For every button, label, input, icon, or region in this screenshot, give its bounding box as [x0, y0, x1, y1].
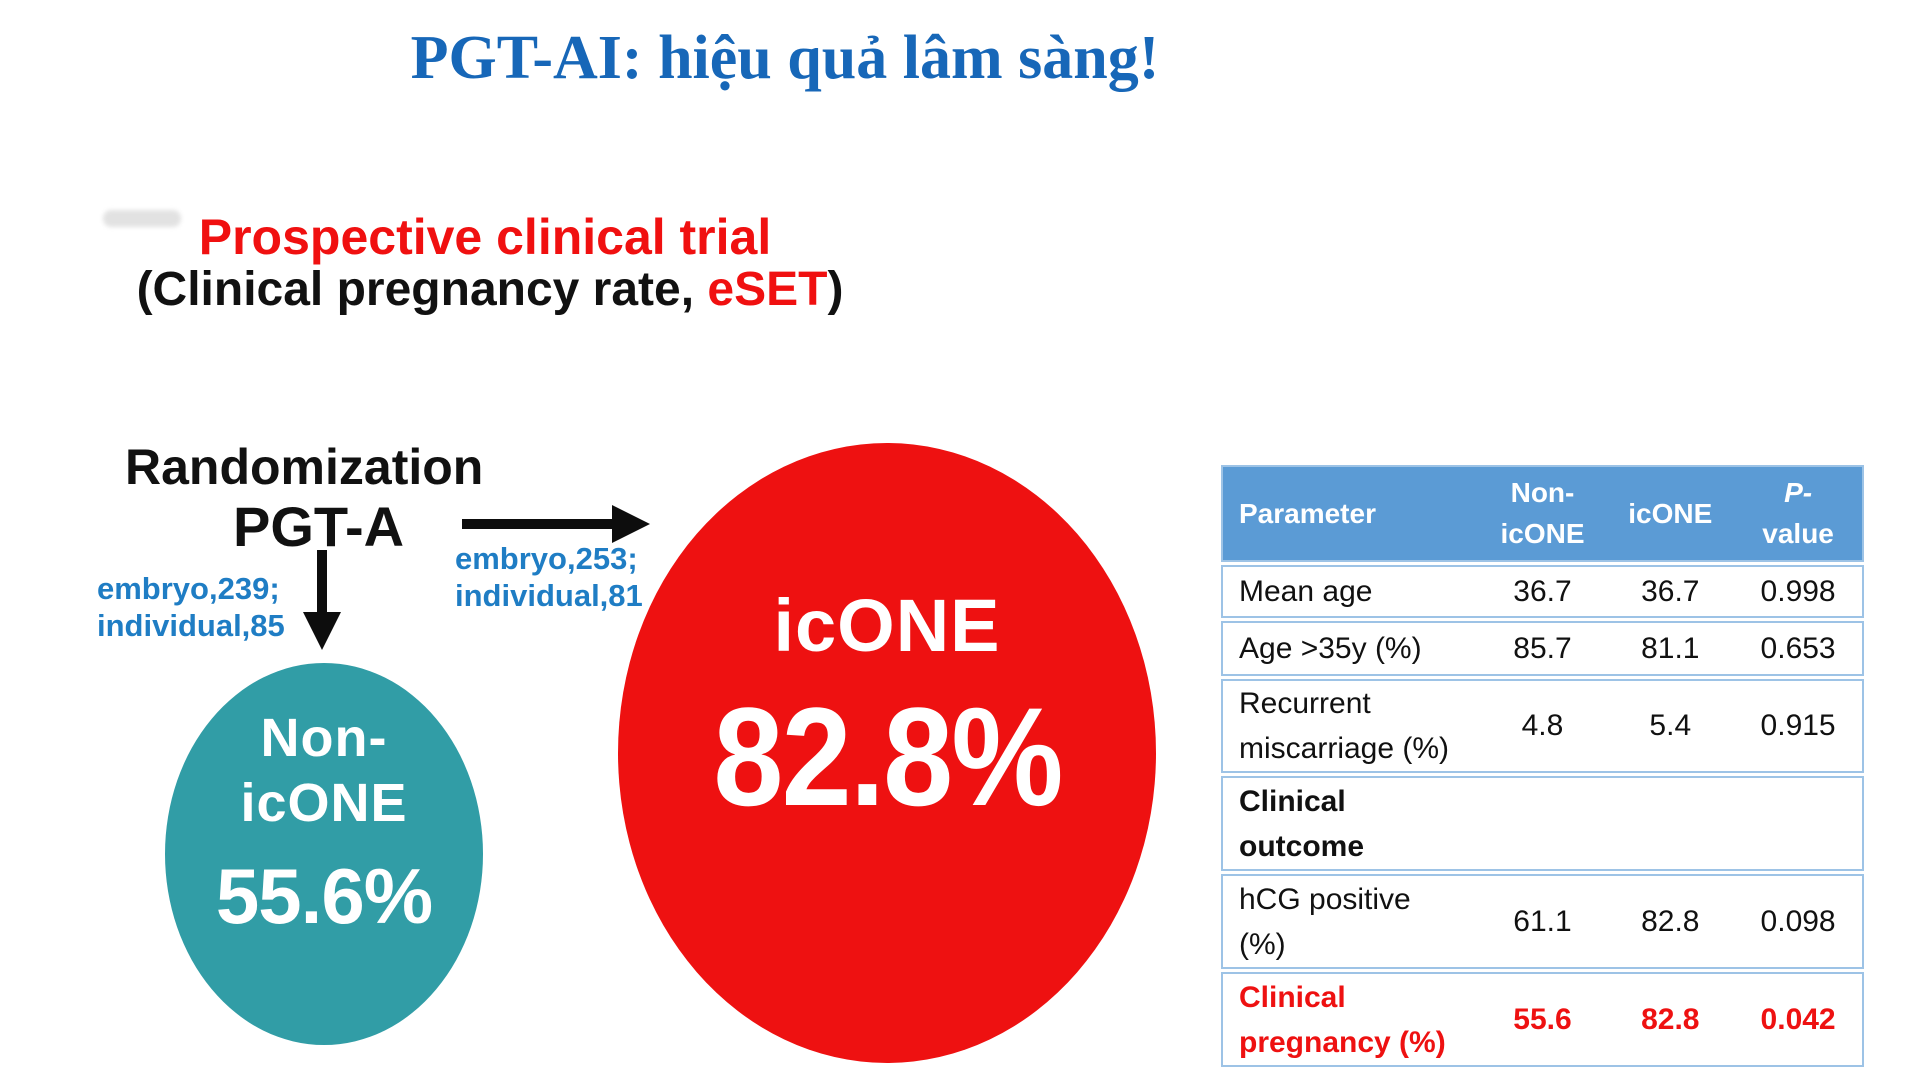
trial-subheading: (Clinical pregnancy rate, eSET) [95, 262, 885, 317]
row-p-value: 0.042 [1760, 1002, 1836, 1036]
row-icone: 82.8 [1641, 1002, 1700, 1036]
table-row: Mean age 36.7 36.7 0.998 [1221, 565, 1864, 618]
results-table: Parameter Non- icONE icONE P- value Mean… [1221, 465, 1864, 1070]
left-branch-label: embryo,239; individual,85 [97, 570, 285, 644]
row-param: Recurrent miscarriage (%) [1239, 687, 1450, 765]
header-non-icone: Non- icONE [1500, 476, 1585, 549]
row-param: Clinical outcome [1239, 784, 1365, 863]
randomization-label: Randomization [125, 439, 484, 495]
row-p-value: 0.653 [1760, 631, 1836, 665]
header-icone: icONE [1628, 497, 1713, 529]
down-arrow-shaft [317, 550, 327, 614]
icone-rate: 82.8% [712, 677, 1063, 835]
scan-smudge [103, 210, 181, 227]
subheading-eset: eSET [707, 263, 828, 316]
left-branch-line1: embryo,239; [97, 571, 280, 606]
down-arrow-icon [303, 612, 341, 650]
table-row: Age >35y (%) 85.7 81.1 0.653 [1221, 621, 1864, 676]
row-non-icone: 61.1 [1513, 904, 1572, 938]
non-icone-rate: 55.6% [215, 852, 433, 941]
row-param: Mean age [1239, 575, 1373, 608]
row-icone: 81.1 [1641, 631, 1700, 665]
row-icone: 5.4 [1649, 709, 1692, 742]
row-param: Clinical pregnancy (%) [1239, 980, 1446, 1059]
pgta-label: PGT-A [233, 495, 405, 558]
right-branch-line1: embryo,253; [455, 541, 638, 576]
row-p-value: 0.998 [1760, 574, 1836, 608]
icone-name: icONE [773, 583, 1001, 667]
right-arrow-shaft [462, 519, 614, 529]
row-p-value [1734, 778, 1862, 869]
right-branch-label: embryo,253; individual,81 [455, 540, 643, 614]
table-header-row: Parameter Non- icONE icONE P- value [1221, 465, 1864, 562]
row-non-icone: 4.8 [1521, 709, 1564, 742]
left-branch-line2: individual,85 [97, 608, 285, 643]
trial-heading: Prospective clinical trial [198, 209, 772, 265]
row-non-icone: 36.7 [1513, 574, 1572, 608]
row-non-icone: 85.7 [1513, 631, 1572, 665]
row-non-icone: 55.6 [1513, 1002, 1572, 1036]
non-icone-name-line1: Non- [260, 707, 388, 768]
table-row: hCG positive (%) 61.1 82.8 0.098 [1221, 874, 1864, 969]
row-icone: 82.8 [1641, 904, 1700, 938]
row-non-icone [1479, 778, 1607, 869]
subheading-suffix: ) [827, 263, 844, 316]
table-row: Recurrent miscarriage (%) 4.8 5.4 0.915 [1221, 679, 1864, 773]
row-p-value: 0.098 [1760, 904, 1836, 938]
row-icone: 36.7 [1641, 574, 1700, 608]
table-highlight-row: Clinical pregnancy (%) 55.6 82.8 0.042 [1221, 972, 1864, 1067]
subheading-prefix: (Clinical pregnancy rate, [136, 263, 708, 316]
right-arrow-icon [612, 505, 650, 543]
non-icone-name-line2: icONE [240, 772, 408, 833]
icone-circle: icONE 82.8% [618, 443, 1156, 1063]
header-parameter: Parameter [1239, 497, 1376, 529]
right-branch-line2: individual,81 [455, 578, 643, 613]
table-section-row: Clinical outcome [1221, 776, 1864, 871]
row-p-value: 0.915 [1760, 709, 1836, 742]
row-icone [1606, 778, 1734, 869]
row-param: Age >35y (%) [1239, 632, 1422, 665]
row-param: hCG positive (%) [1239, 882, 1411, 961]
header-p-value: P- value [1762, 476, 1834, 549]
page-title: PGT-AI: hiệu quả lâm sàng! [410, 24, 1160, 92]
non-icone-circle: Non- icONE 55.6% [165, 663, 483, 1045]
